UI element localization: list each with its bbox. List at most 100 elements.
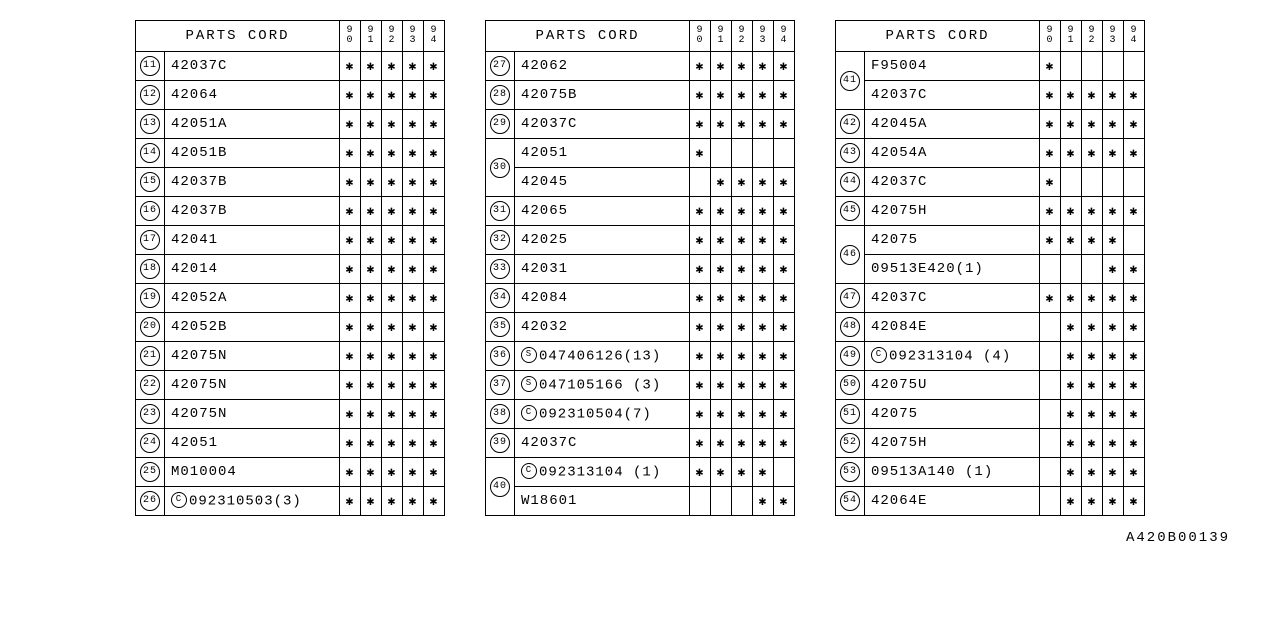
row-number-badge: 14 [140, 143, 160, 163]
year-mark-cell: ✱ [774, 313, 795, 342]
year-mark-cell: ✱ [1040, 81, 1061, 110]
part-code-cell: 42045 [515, 168, 690, 197]
part-code: 092310503(3) [189, 493, 302, 509]
year-mark-cell: ✱ [1061, 284, 1082, 313]
year-mark-cell: ✱ [403, 81, 424, 110]
year-mark-cell [690, 168, 711, 197]
year-mark-cell: ✱ [361, 110, 382, 139]
year-mark-cell [1082, 255, 1103, 284]
year-mark-cell: ✱ [1103, 139, 1124, 168]
year-mark-cell: ✱ [1103, 226, 1124, 255]
year-mark-cell [1124, 226, 1145, 255]
part-code-cell: 42052B [165, 313, 340, 342]
year-mark-cell [1061, 168, 1082, 197]
year-mark-cell: ✱ [711, 371, 732, 400]
year-mark-cell: ✱ [690, 342, 711, 371]
year-mark-cell: ✱ [732, 284, 753, 313]
year-mark-cell: ✱ [690, 400, 711, 429]
year-mark-cell: ✱ [1103, 313, 1124, 342]
header-year-92: 92 [1082, 21, 1103, 52]
year-mark-cell: ✱ [424, 110, 445, 139]
row-number-badge: 36 [490, 346, 510, 366]
year-mark-cell: ✱ [690, 313, 711, 342]
year-mark-cell: ✱ [361, 429, 382, 458]
year-mark-cell: ✱ [1103, 487, 1124, 516]
header-year-94: 94 [774, 21, 795, 52]
row-number-cell: 36 [486, 342, 515, 371]
header-year-92: 92 [732, 21, 753, 52]
part-prefix-icon: S [521, 376, 537, 392]
row-number-cell: 39 [486, 429, 515, 458]
row-number-cell: 43 [836, 139, 865, 168]
part-code-cell: 42062 [515, 52, 690, 81]
part-code: 092313104 (1) [539, 464, 661, 480]
row-number-badge: 51 [840, 404, 860, 424]
part-code-cell: 42054A [865, 139, 1040, 168]
year-mark-cell: ✱ [711, 168, 732, 197]
year-mark-cell: ✱ [732, 400, 753, 429]
tables-container: PARTS CORD90919293941142037C✱✱✱✱✱1242064… [40, 20, 1240, 516]
table-row: 3542032✱✱✱✱✱ [486, 313, 795, 342]
year-mark-cell: ✱ [382, 255, 403, 284]
year-mark-cell: ✱ [361, 197, 382, 226]
year-mark-cell: ✱ [1124, 400, 1145, 429]
year-mark-cell: ✱ [1040, 168, 1061, 197]
row-number-cell: 14 [136, 139, 165, 168]
year-mark-cell: ✱ [690, 81, 711, 110]
year-mark-cell: ✱ [774, 284, 795, 313]
part-code-cell: 42037C [865, 81, 1040, 110]
year-mark-cell: ✱ [403, 371, 424, 400]
year-mark-cell: ✱ [711, 342, 732, 371]
year-mark-cell [774, 458, 795, 487]
row-number-cell: 21 [136, 342, 165, 371]
part-code-cell: 42037C [865, 168, 1040, 197]
table-row: 2342075N✱✱✱✱✱ [136, 400, 445, 429]
part-code: 42045A [871, 116, 927, 132]
year-mark-cell [1040, 313, 1061, 342]
part-code-cell: 42064 [165, 81, 340, 110]
year-mark-cell: ✱ [340, 110, 361, 139]
year-mark-cell: ✱ [361, 400, 382, 429]
year-mark-cell: ✱ [1061, 487, 1082, 516]
year-mark-cell: ✱ [711, 52, 732, 81]
year-mark-cell: ✱ [1040, 284, 1061, 313]
year-mark-cell: ✱ [424, 226, 445, 255]
year-mark-cell [774, 139, 795, 168]
row-number-badge: 53 [840, 462, 860, 482]
header-year-91: 91 [711, 21, 732, 52]
row-number-badge: 32 [490, 230, 510, 250]
table-row: 1142037C✱✱✱✱✱ [136, 52, 445, 81]
table-row: 2142075N✱✱✱✱✱ [136, 342, 445, 371]
table-row: 2942037C✱✱✱✱✱ [486, 110, 795, 139]
part-code-cell: 09513A140 (1) [865, 458, 1040, 487]
part-code-cell: C092313104 (1) [515, 458, 690, 487]
year-mark-cell: ✱ [1103, 81, 1124, 110]
part-code: 09513A140 (1) [871, 464, 993, 480]
row-number-cell: 22 [136, 371, 165, 400]
table-row: 2742062✱✱✱✱✱ [486, 52, 795, 81]
row-number-cell: 27 [486, 52, 515, 81]
row-number-badge: 15 [140, 172, 160, 192]
table-row: 4542075H✱✱✱✱✱ [836, 197, 1145, 226]
year-mark-cell: ✱ [732, 313, 753, 342]
row-number-cell: 25 [136, 458, 165, 487]
year-mark-cell: ✱ [1124, 458, 1145, 487]
year-mark-cell: ✱ [382, 81, 403, 110]
row-number-badge: 17 [140, 230, 160, 250]
year-mark-cell: ✱ [753, 226, 774, 255]
row-number-badge: 25 [140, 462, 160, 482]
year-mark-cell: ✱ [711, 110, 732, 139]
part-code-cell: 42051 [165, 429, 340, 458]
year-mark-cell: ✱ [361, 458, 382, 487]
part-code: 42052A [171, 290, 227, 306]
part-code: 42045 [521, 174, 568, 190]
year-mark-cell: ✱ [382, 284, 403, 313]
year-mark-cell [732, 139, 753, 168]
row-number-cell: 37 [486, 371, 515, 400]
year-mark-cell: ✱ [1103, 255, 1124, 284]
row-number-badge: 37 [490, 375, 510, 395]
year-mark-cell: ✱ [1061, 458, 1082, 487]
year-mark-cell: ✱ [340, 400, 361, 429]
row-number-cell: 18 [136, 255, 165, 284]
year-mark-cell: ✱ [382, 313, 403, 342]
